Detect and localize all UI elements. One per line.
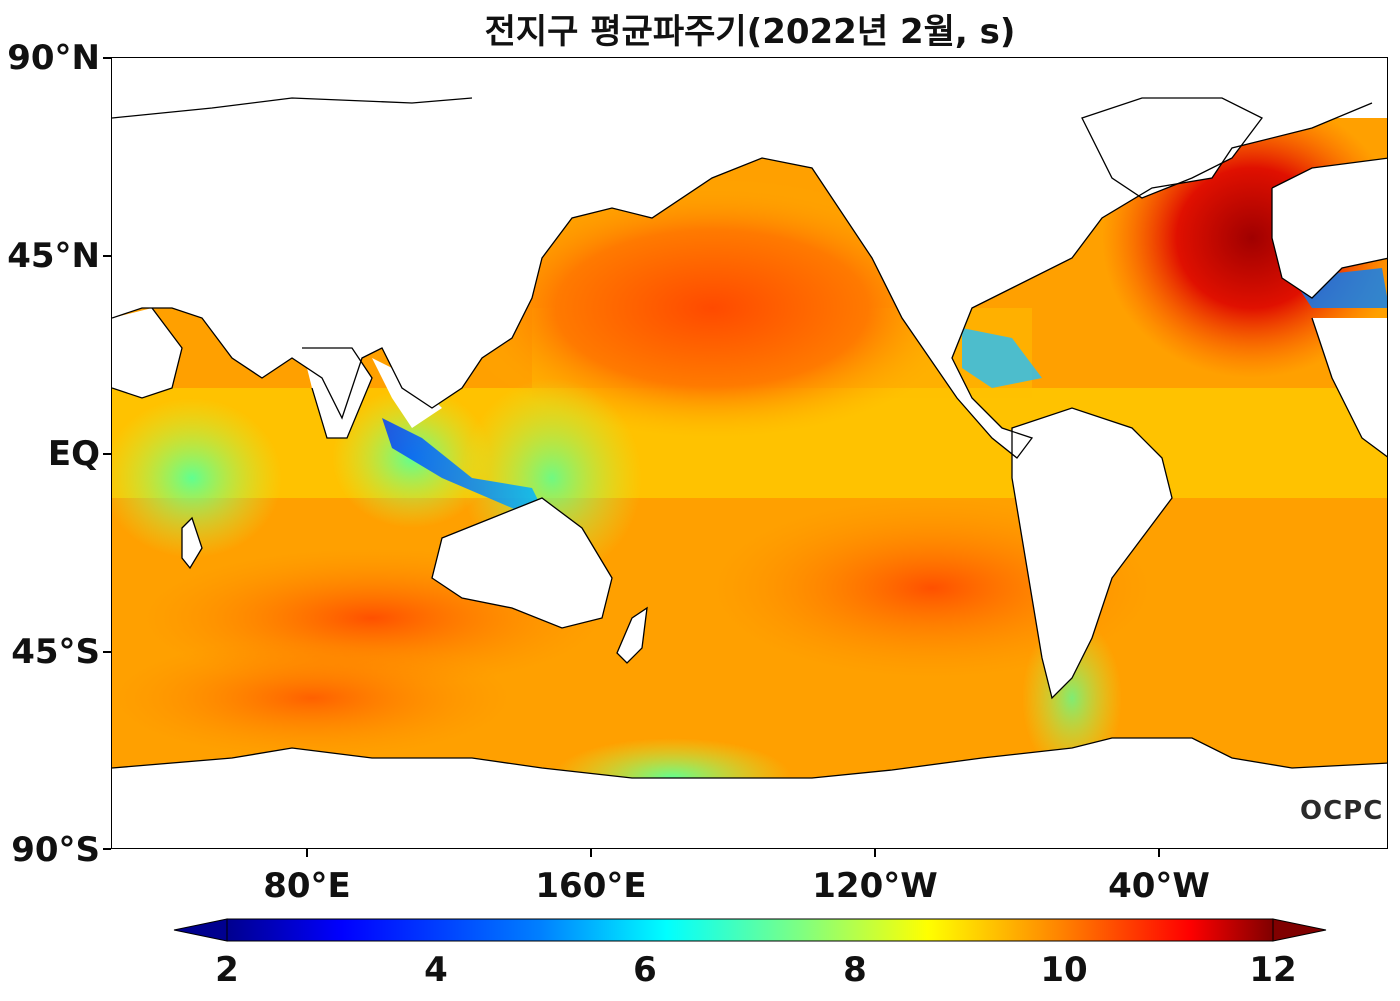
west-africa <box>1312 318 1387 457</box>
x-tick-label-80e: 80°E <box>263 866 351 906</box>
map-panel <box>111 57 1388 849</box>
indonesian-seas <box>382 418 552 528</box>
y-tick-label-eq: EQ <box>47 434 100 474</box>
colorbar-max-extend <box>1272 918 1327 942</box>
colorbar-min-extend <box>173 918 228 942</box>
x-tick-label-40w: 40°W <box>1108 866 1210 906</box>
y-tick-label-45s: 45°S <box>11 632 100 672</box>
x-tick-mark <box>306 849 308 857</box>
colorbar-tick-10: 10 <box>1040 950 1088 990</box>
x-tick-mark <box>1158 849 1160 857</box>
coastlines <box>112 97 1387 779</box>
colorbar-tick-12: 12 <box>1249 950 1297 990</box>
y-tick-label-90n: 90°N <box>7 38 100 78</box>
colorbar-tick-8: 8 <box>843 950 867 990</box>
gulf-of-mexico <box>962 328 1042 388</box>
indochina <box>372 358 442 428</box>
colorbar-tick-4: 4 <box>424 950 448 990</box>
new-zealand <box>617 608 647 663</box>
arabian-sea <box>112 398 282 558</box>
india <box>302 348 372 438</box>
wave-period-map <box>112 58 1387 848</box>
northern-landmass <box>112 58 1387 458</box>
y-tick-label-90s: 90°S <box>11 830 100 870</box>
y-tick-mark <box>103 255 111 257</box>
colorbar-tick-2: 2 <box>215 950 239 990</box>
arabia <box>112 308 182 398</box>
x-tick-label-160e: 160°E <box>535 866 647 906</box>
y-tick-mark <box>103 453 111 455</box>
greenland <box>1082 98 1262 198</box>
ocpc-logo: OCPC <box>1300 796 1384 826</box>
colorbar <box>173 918 1327 942</box>
colorbar-gradient <box>226 918 1274 942</box>
antarctica <box>112 738 1387 848</box>
page-title: 전지구 평균파주기(2022년 2월, s) <box>484 12 1016 52</box>
north-pacific-high-period <box>452 178 972 438</box>
x-tick-mark <box>590 849 592 857</box>
southern-ocean-band <box>112 638 512 758</box>
y-tick-mark <box>103 651 111 653</box>
y-tick-mark <box>103 848 111 850</box>
y-tick-mark <box>103 57 111 59</box>
x-tick-label-120w: 120°W <box>812 866 938 906</box>
x-tick-mark <box>874 849 876 857</box>
colorbar-tick-6: 6 <box>633 950 657 990</box>
south-america <box>1012 408 1172 698</box>
australia <box>432 498 612 628</box>
y-tick-label-45n: 45°N <box>7 236 100 276</box>
europe <box>1272 158 1387 298</box>
